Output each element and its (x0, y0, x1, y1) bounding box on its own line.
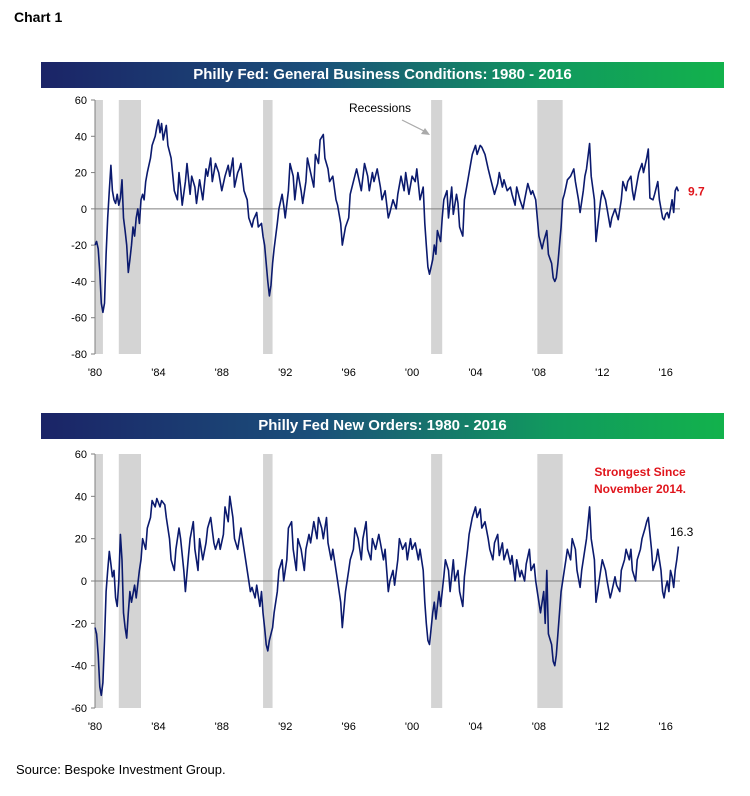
x-tick-label: '08 (532, 721, 546, 733)
x-tick-label: '16 (659, 721, 673, 733)
recession-band (263, 100, 273, 354)
y-tick-label: -60 (71, 703, 87, 715)
recession-band (95, 100, 103, 354)
x-tick-label: '96 (341, 367, 355, 379)
source-note: Source: Bespoke Investment Group. (16, 762, 226, 777)
x-tick-label: '88 (215, 721, 229, 733)
x-tick-label: '04 (468, 367, 482, 379)
chart-business-conditions: 60 40 20 0 -20 -40 -60 -80'80 '84 '88 '92 '96 '00 '04… (71, 95, 705, 379)
series-line (94, 119, 680, 314)
chart-panel-new-orders: Philly Fed New Orders: 1980 - 2016 60 40 2… (41, 413, 724, 733)
x-tick-label: '00 (405, 367, 419, 379)
y-tick-label: -20 (71, 240, 87, 252)
x-tick-label: '80 (88, 367, 102, 379)
y-tick-label: -60 (71, 313, 87, 325)
y-tick-label: 20 (75, 168, 87, 180)
x-tick-label: '92 (278, 721, 292, 733)
y-tick-label: -40 (71, 276, 87, 288)
y-tick-label: 20 (75, 534, 87, 546)
y-tick-label: -80 (71, 349, 87, 361)
last-value-label: 9.7 (688, 184, 705, 198)
recession-band (537, 100, 563, 354)
series-line (94, 495, 680, 697)
recession-band (431, 100, 443, 354)
x-tick-label: '84 (151, 721, 165, 733)
y-tick-label: 0 (81, 204, 87, 216)
x-tick-label: '12 (595, 367, 609, 379)
chart-title-banner: Philly Fed: General Business Conditions:… (41, 62, 724, 88)
chart-panel-business-conditions: Philly Fed: General Business Conditions:… (0, 0, 750, 390)
chart-title-banner: Philly Fed New Orders: 1980 - 2016 (41, 413, 724, 439)
y-tick-label: 60 (75, 449, 87, 461)
page-heading: Chart 1 (14, 9, 63, 25)
x-tick-label: '04 (468, 721, 482, 733)
y-tick-label: 60 (75, 95, 87, 107)
x-tick-label: '84 (151, 367, 165, 379)
x-tick-label: '12 (595, 721, 609, 733)
strongest-since-annotation: November 2014. (594, 482, 686, 496)
x-tick-label: '80 (88, 721, 102, 733)
strongest-since-annotation: Strongest Since (594, 465, 686, 479)
x-tick-label: '96 (341, 721, 355, 733)
chart-new-orders: 60 40 20 0 -20 -40 -60'80 '84 '88 '92 '96 '00 '04 '08… (71, 449, 694, 733)
y-tick-label: 0 (81, 576, 87, 588)
x-tick-label: '00 (405, 721, 419, 733)
recession-band (118, 100, 141, 354)
x-tick-label: '92 (278, 367, 292, 379)
x-tick-label: '88 (215, 367, 229, 379)
x-tick-label: '16 (659, 367, 673, 379)
y-tick-label: -40 (71, 661, 87, 673)
x-tick-label: '08 (532, 367, 546, 379)
recessions-annotation: Recessions (349, 101, 411, 115)
y-tick-label: 40 (75, 131, 87, 143)
recessions-arrow-head (421, 128, 430, 135)
y-tick-label: 40 (75, 491, 87, 503)
last-value-label: 16.3 (670, 525, 694, 539)
y-tick-label: -20 (71, 618, 87, 630)
